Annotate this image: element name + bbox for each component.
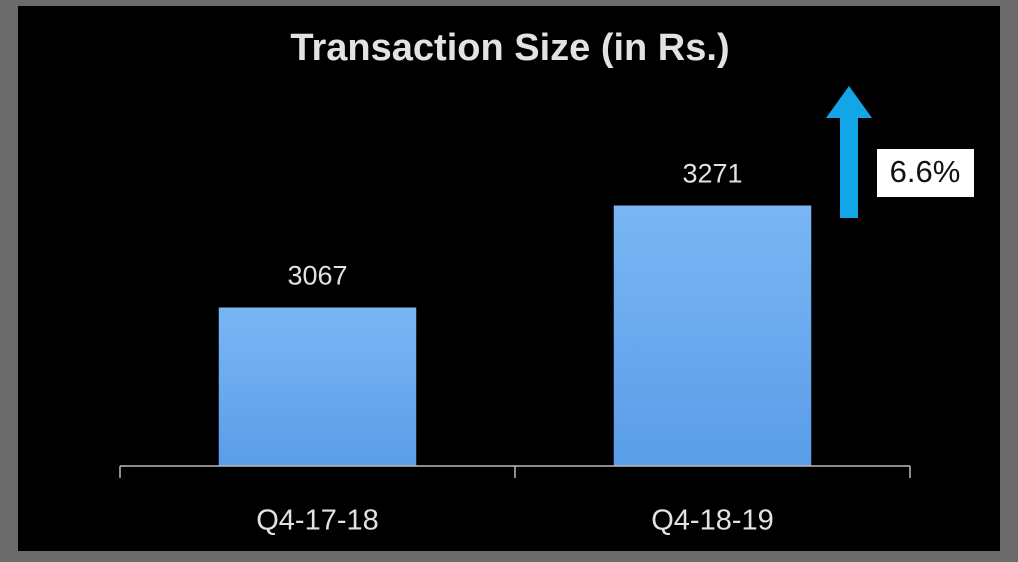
data-label: 3067 — [287, 261, 347, 291]
annotation-box — [877, 149, 974, 197]
chart-title: Transaction Size (in Rs.) — [290, 27, 729, 69]
data-label: 3271 — [682, 159, 742, 189]
x-tick-label: Q4-18-19 — [651, 505, 774, 537]
panel — [18, 6, 1000, 551]
up-arrow — [826, 86, 872, 218]
x-tick-label: Q4-17-18 — [256, 505, 379, 537]
bar — [613, 205, 812, 466]
annotation: 6.6% — [890, 154, 961, 189]
bar — [218, 307, 417, 466]
